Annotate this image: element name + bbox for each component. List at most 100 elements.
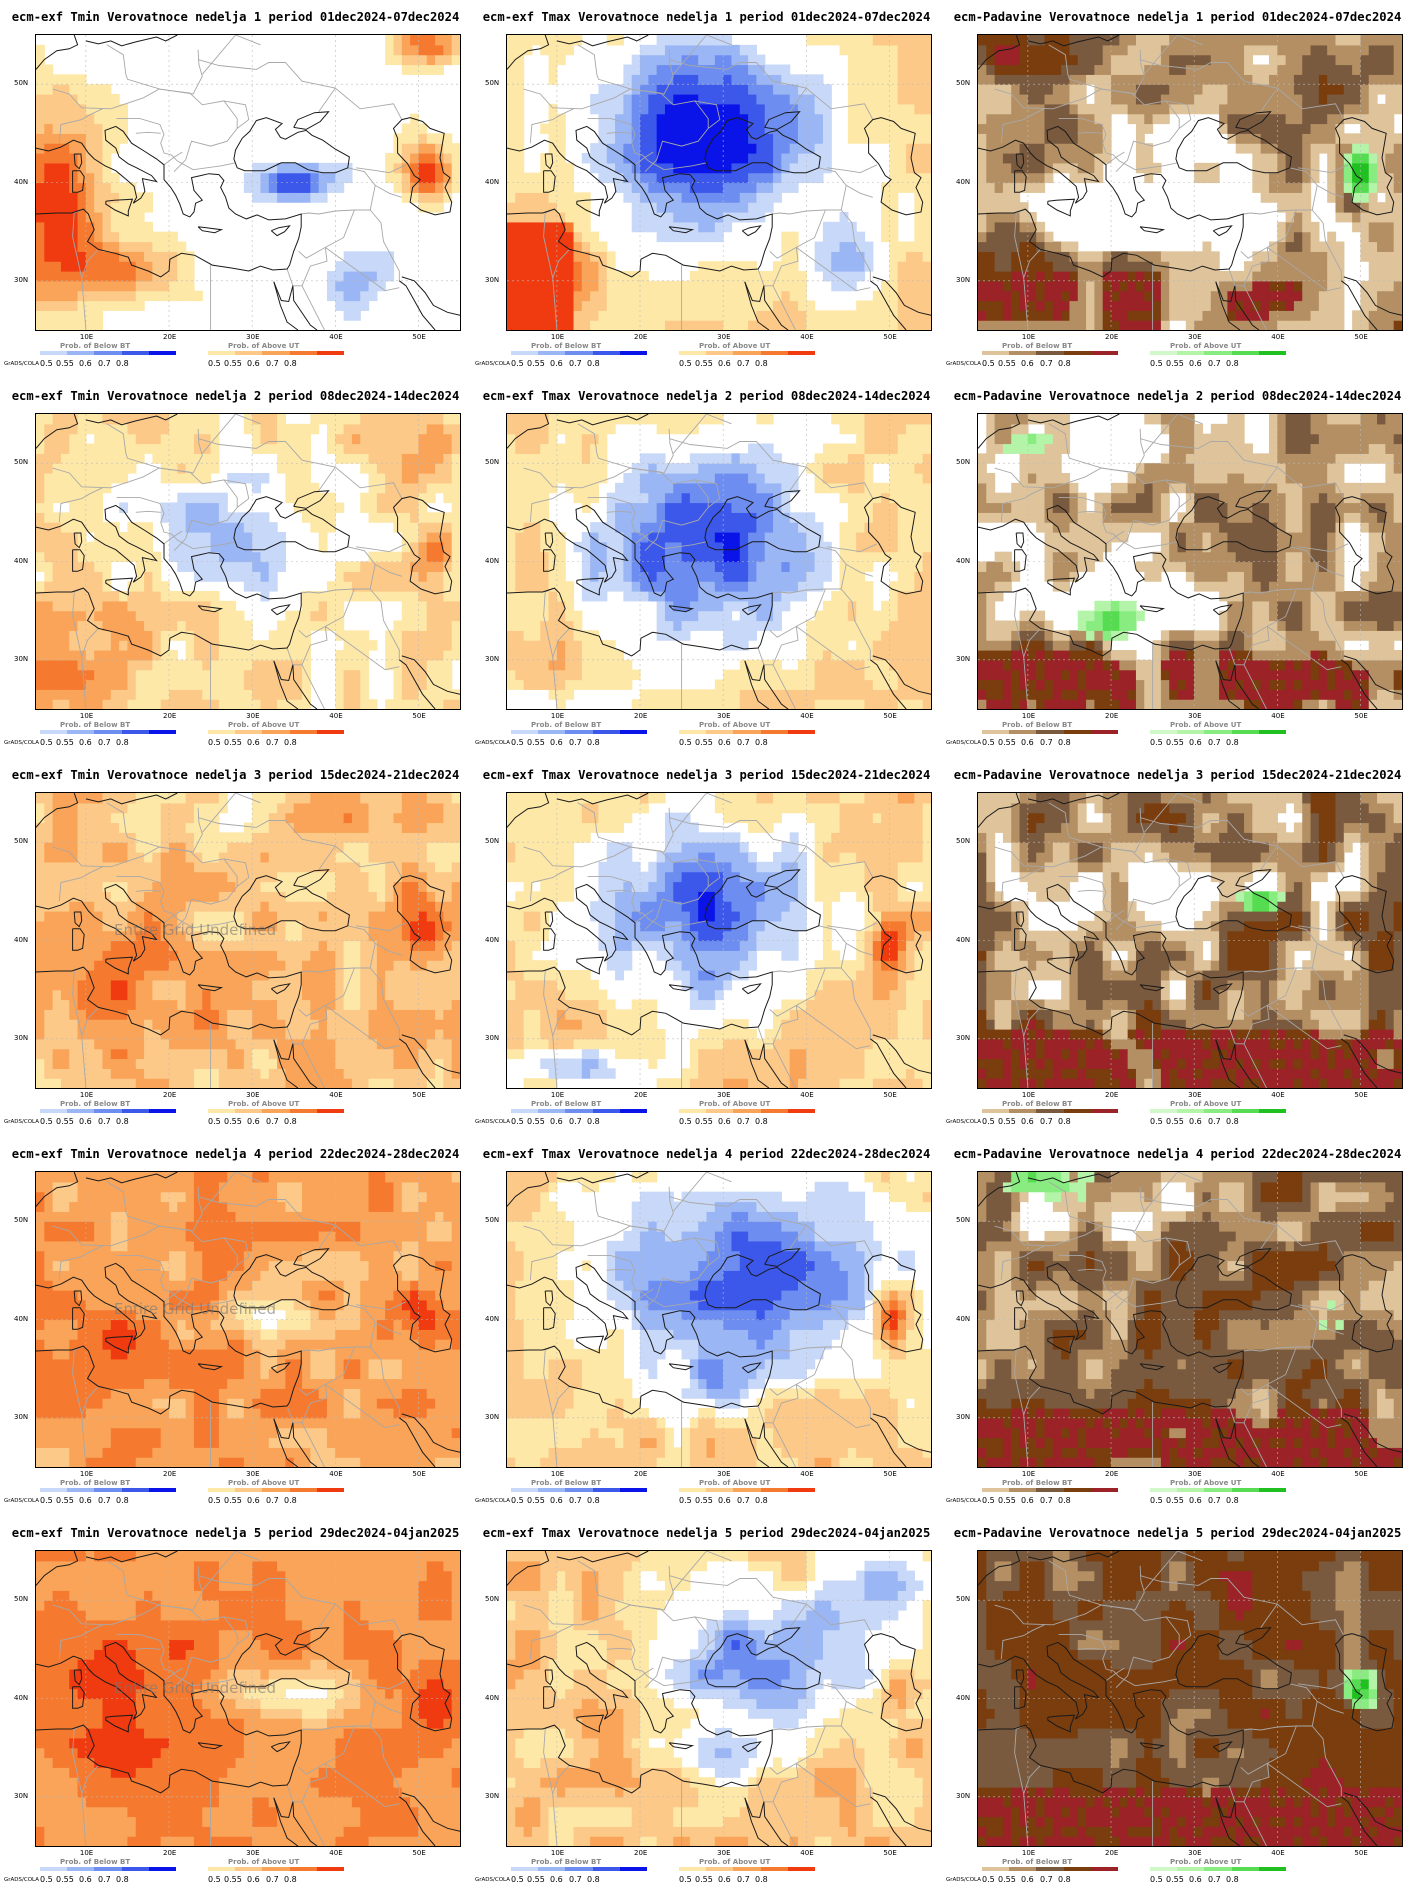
probability-cell: [648, 492, 658, 504]
probability-cell: [556, 241, 566, 252]
probability-cell: [326, 172, 336, 184]
probability-cell: [789, 74, 799, 85]
probability-cell: [897, 271, 907, 282]
probability-cell: [1069, 320, 1079, 330]
probability-cell: [1194, 251, 1204, 262]
legend-swatch: [316, 351, 345, 355]
probability-cell: [623, 192, 633, 203]
probability-cell: [515, 502, 525, 513]
probability-cell: [243, 551, 253, 563]
probability-cell: [1385, 212, 1395, 223]
probability-cell: [1127, 113, 1137, 125]
country-border: [286, 268, 294, 286]
legend-tick-label: 0.6: [79, 738, 92, 747]
probability-cell: [102, 689, 112, 700]
probability-cell: [1086, 320, 1095, 330]
probability-cell: [177, 659, 187, 671]
probability-cell: [1318, 54, 1328, 66]
probability-cell: [52, 453, 62, 464]
probability-cell: [135, 221, 145, 233]
probability-cell: [656, 453, 666, 464]
panel-title: ecm-exf Tmin Verovatnoce nedelja 2 perio…: [0, 379, 471, 413]
probability-cell: [581, 561, 591, 572]
probability-cell: [293, 182, 303, 193]
probability-cell: [623, 502, 633, 513]
probability-cell: [36, 541, 45, 553]
probability-cell: [1169, 261, 1179, 272]
probability-cell: [302, 482, 311, 494]
probability-cell: [664, 512, 674, 523]
probability-cell: [60, 320, 70, 330]
probability-cell: [1318, 133, 1328, 144]
probability-cell: [714, 261, 724, 272]
probability-cell: [1368, 300, 1378, 311]
probability-cell: [401, 581, 411, 592]
probability-cell: [227, 620, 237, 631]
probability-cell: [548, 103, 558, 115]
probability-cell: [144, 290, 153, 302]
probability-cell: [631, 571, 641, 582]
country-border: [58, 108, 103, 144]
probability-cell: [376, 443, 386, 454]
probability-cell: [764, 64, 774, 75]
probability-cell: [673, 689, 683, 700]
probability-cell: [1061, 123, 1071, 134]
probability-cell: [1219, 94, 1229, 105]
probability-cell: [714, 64, 724, 75]
probability-cell: [698, 84, 708, 95]
probability-cell: [360, 463, 370, 474]
probability-cell: [1002, 54, 1012, 66]
probability-cell: [144, 669, 153, 681]
probability-cell: [426, 143, 436, 154]
legend-swatch: [94, 351, 122, 355]
probability-cell: [540, 192, 550, 203]
probability-cell: [681, 290, 691, 302]
probability-cell: [673, 54, 683, 66]
probability-cell: [293, 669, 303, 681]
probability-cell: [714, 153, 724, 164]
probability-cell: [326, 182, 336, 193]
probability-cell: [1044, 54, 1054, 66]
probability-cell: [77, 290, 87, 302]
probability-cell: [814, 133, 824, 144]
probability-cell: [293, 502, 303, 513]
probability-cell: [565, 162, 575, 174]
probability-cell: [69, 113, 79, 125]
probability-cell: [764, 84, 774, 95]
probability-cell: [748, 182, 758, 193]
probability-cell: [515, 192, 525, 203]
probability-cell: [1119, 35, 1129, 46]
probability-cell: [1227, 280, 1237, 292]
probability-cell: [85, 94, 95, 105]
probability-cell: [1277, 44, 1287, 56]
probability-cell: [285, 172, 295, 184]
probability-cell: [160, 423, 170, 435]
probability-cell: [1377, 35, 1386, 46]
probability-cell: [1335, 212, 1345, 223]
probability-cell: [507, 44, 516, 56]
probability-cell: [507, 640, 516, 651]
probability-cell: [202, 689, 212, 700]
coastline: [401, 276, 460, 316]
probability-cell: [914, 123, 924, 134]
probability-cell: [302, 630, 311, 641]
probability-cell: [52, 689, 62, 700]
probability-cell: [698, 699, 708, 709]
probability-cell: [360, 669, 370, 681]
probability-cell: [606, 320, 616, 330]
probability-cell: [507, 600, 516, 612]
probability-cell: [260, 679, 270, 690]
probability-cell: [1368, 74, 1378, 85]
probability-cell: [581, 414, 591, 425]
probability-cell: [590, 443, 600, 454]
probability-cell: [202, 433, 212, 445]
probability-cell: [376, 492, 386, 504]
probability-cell: [615, 561, 624, 572]
probability-cell: [681, 133, 691, 144]
probability-cell: [102, 561, 112, 572]
probability-cell: [135, 561, 145, 572]
probability-cell: [1377, 44, 1386, 56]
legend-tick-label: 0.5: [679, 359, 692, 368]
probability-cell: [664, 103, 674, 115]
probability-cell: [1377, 202, 1386, 213]
